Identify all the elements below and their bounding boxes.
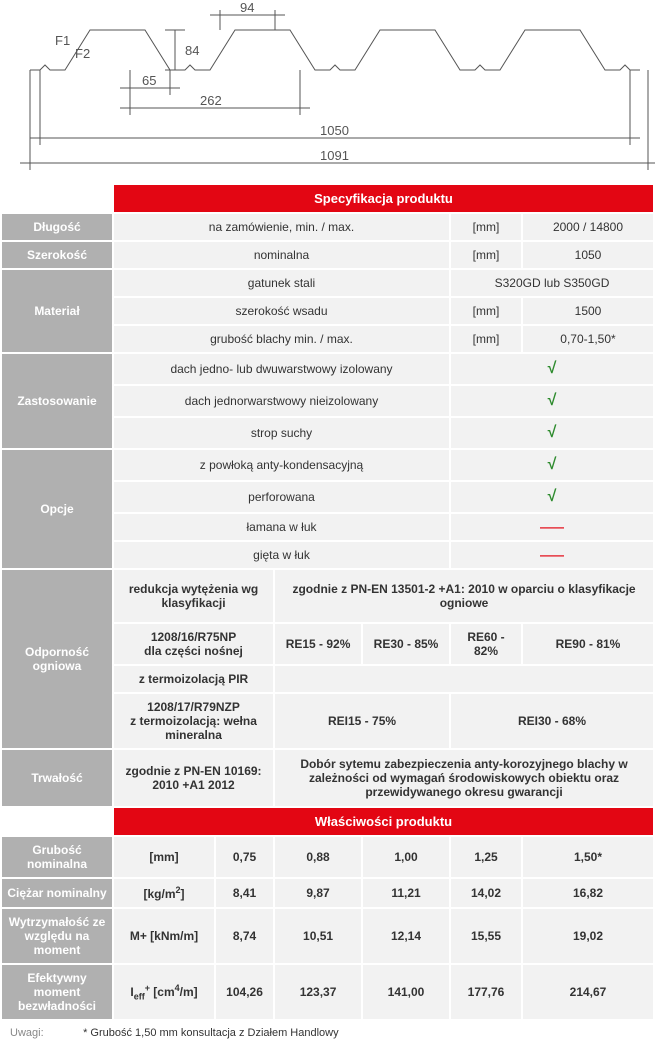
prop-header: Właściwości produktu [114,808,653,835]
row-trw: Trwałość zgodnie z PN-EN 10169: 2010 +A1… [2,750,653,806]
profile-diagram: F1 F2 94 84 65 262 1050 1091 [0,0,655,180]
dim-f1: F1 [55,33,70,48]
dash-icon: —— [540,548,564,562]
row-zast-1: Zastosowanie dach jedno- lub dwuwarstwow… [2,354,653,384]
row-prop-0: Grubość nominalna [mm] 0,75 0,88 1,00 1,… [2,837,653,877]
dim-84: 84 [185,43,199,58]
row-prop-1: Ciężar nominalny [kg/m2] 8,41 9,87 11,21… [2,879,653,907]
dim-65: 65 [142,73,156,88]
dim-1091: 1091 [320,148,349,163]
row-prop-2: Wytrzymałość ze względu na moment M+ [kN… [2,909,653,963]
row-material-1: Materiał gatunek stali S320GD lub S350GD [2,270,653,296]
row-width: Szerokość nominalna [mm] 1050 [2,242,653,268]
check-icon: √ [548,424,557,441]
dim-f2: F2 [75,46,90,61]
row-length: Długość na zamówienie, min. / max. [mm] … [2,214,653,240]
row-fire-intro: Odporność ogniowa redukcja wytężenia wg … [2,570,653,622]
unit-ieff: Ieff+ [cm4/m] [114,965,214,1019]
dim-1050: 1050 [320,123,349,138]
check-icon: √ [548,392,557,409]
dim-94: 94 [240,0,254,15]
dash-icon: —— [540,520,564,534]
check-icon: √ [548,456,557,473]
footnote: Uwagi: * Grubość 1,50 mm konsultacja z D… [0,1021,655,1045]
unit-kgm2: [kg/m2] [114,879,214,907]
spec-table: Specyfikacja produktu Długość na zamówie… [0,183,655,1021]
check-icon: √ [548,360,557,377]
check-icon: √ [548,488,557,505]
dim-262: 262 [200,93,222,108]
row-opcje-1: Opcje z powłoką anty-kondensacyjną √ [2,450,653,480]
spec-header: Specyfikacja produktu [114,185,653,212]
row-prop-3: Efektywny moment bezwładności Ieff+ [cm4… [2,965,653,1019]
